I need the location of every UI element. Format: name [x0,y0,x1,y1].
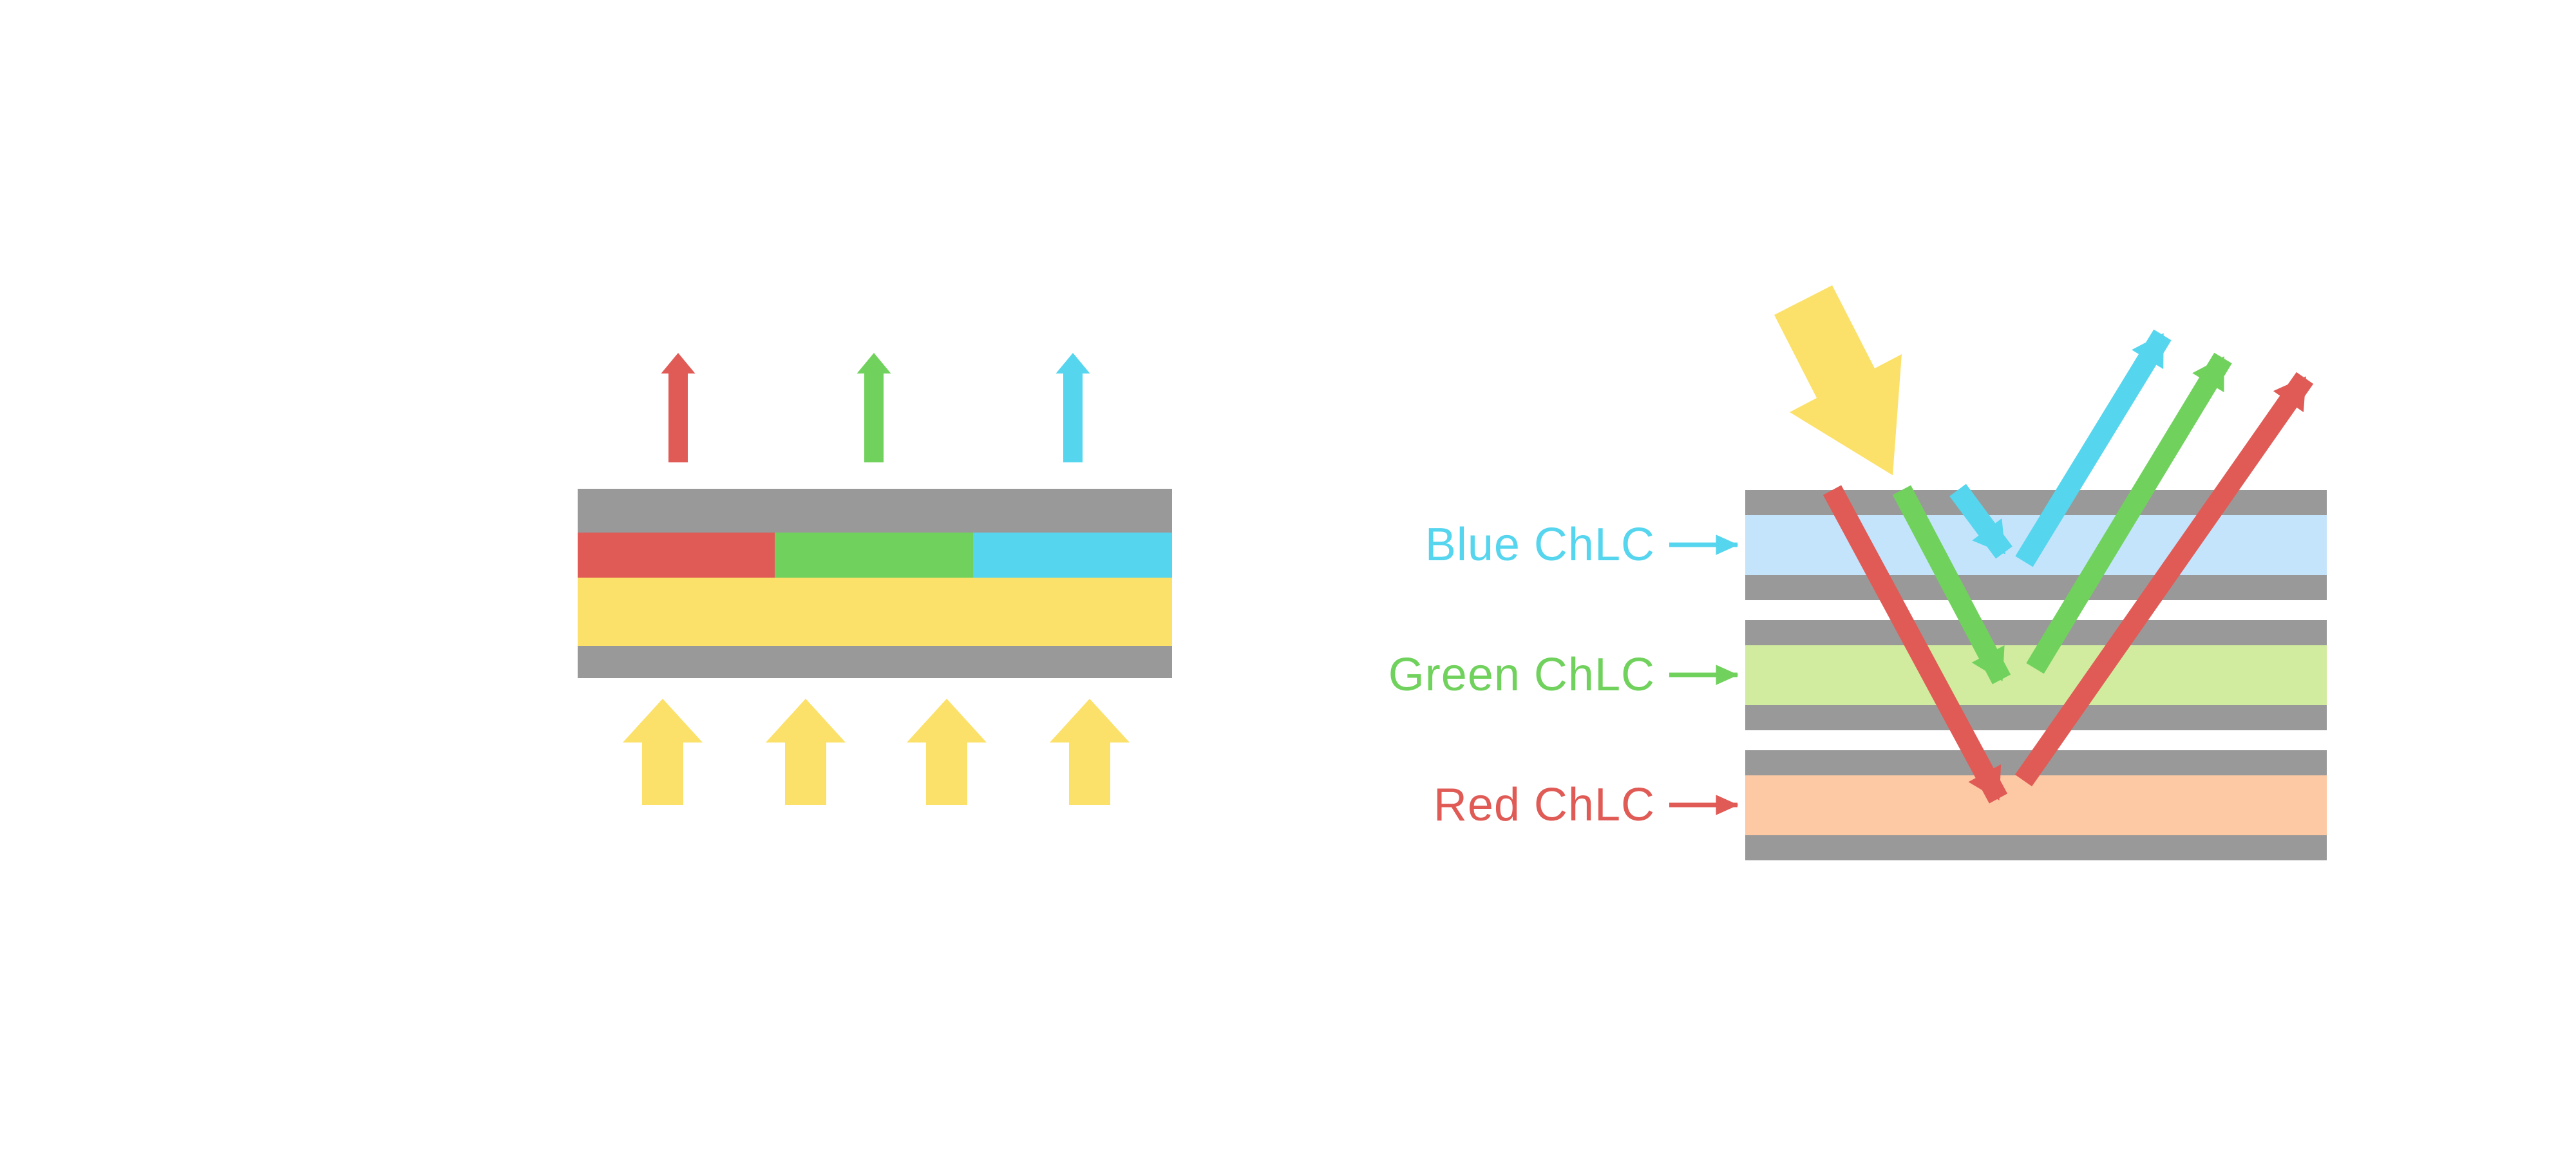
incident-light-arrow-icon [1774,285,1902,475]
left-panel-rgb-stack [578,353,1172,805]
emitted-cyan-arrow-icon [1056,353,1090,462]
green-down-ray [1892,485,2011,685]
chlc-substrate-2 [1745,575,2327,600]
backlight-arrow-icon-3 [907,699,987,805]
green-reflected-ray [2026,352,2232,674]
left-red-subpixel [578,533,775,578]
left-green-subpixel [775,533,973,578]
chlc-substrate-4 [1745,705,2327,730]
red-reflected-ray [2014,372,2314,787]
red-chlc-layer [1745,775,2327,835]
emitted-red-arrow-icon [661,353,696,462]
left-bottom-substrate [578,646,1172,678]
right-panel-chlc-stack: Blue ChLC Green ChLC Red ChLC [1388,285,2327,860]
green-chlc-label: Green ChLC [1388,649,1655,701]
cyan-down-ray [1949,484,2012,559]
backlight-arrow-icon-1 [623,699,703,805]
left-top-substrate [578,489,1172,533]
left-backlight-layer [578,578,1172,646]
chlc-substrate-3 [1745,620,2327,645]
cyan-reflected-ray [2015,329,2172,567]
red-chlc-label: Red ChLC [1434,779,1655,831]
backlight-arrow-icon-4 [1050,699,1130,805]
emitted-green-arrow-icon [857,353,891,462]
chlc-substrate-6 [1745,835,2327,860]
red-down-ray [1823,485,2008,804]
left-cyan-subpixel [973,533,1172,578]
backlight-arrow-icon-2 [766,699,846,805]
blue-chlc-label: Blue ChLC [1425,519,1655,571]
